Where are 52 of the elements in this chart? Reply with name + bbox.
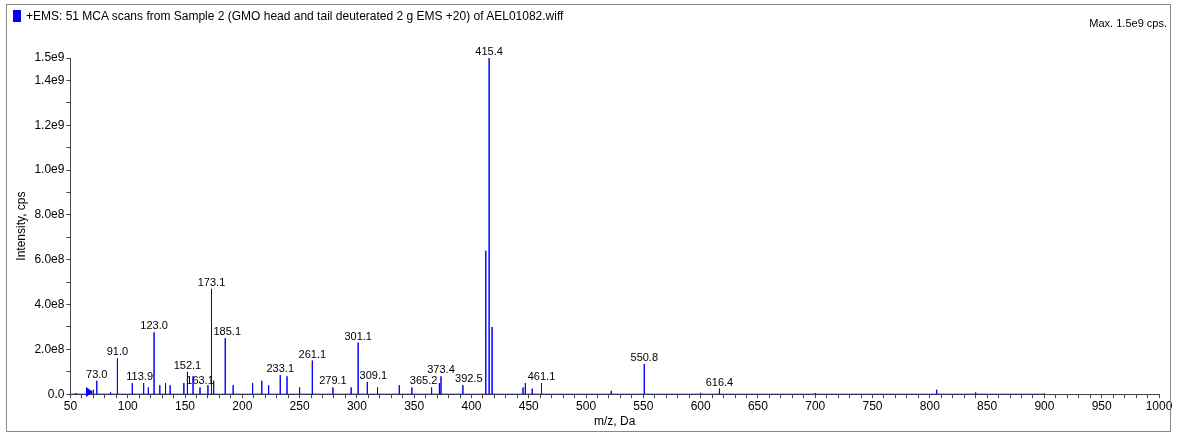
annotation: 279.1 <box>319 374 347 387</box>
y-tick-label: 1.0e9 <box>34 162 65 177</box>
chart-title: +EMS: 51 MCA scans from Sample 2 (GMO head and tail deuterated 2 g EMS +20) of AEL01082.wiff <box>26 9 564 23</box>
annotation: 233.1 <box>266 362 294 375</box>
x-tick-label: 50 <box>63 398 78 413</box>
y-tick-label: 8.0e8 <box>34 207 65 222</box>
annotation: 616.4 <box>705 375 734 388</box>
x-tick-label: 400 <box>461 398 482 413</box>
annotation: 113.9 <box>126 369 154 382</box>
y-tick-label: 0.0 <box>47 386 65 401</box>
annotation: 550.8 <box>630 350 659 363</box>
annotation: 91.0 <box>106 345 129 358</box>
x-tick-label: 200 <box>232 398 253 413</box>
x-tick-label: 750 <box>862 398 883 413</box>
x-tick-label: 650 <box>747 398 769 413</box>
x-tick-label: 150 <box>175 398 196 413</box>
annotation: 461.1 <box>527 369 556 382</box>
x-tick-label: 600 <box>690 398 711 413</box>
x-tick-label: 800 <box>919 398 941 413</box>
y-axis-title: Intensity, cps <box>13 191 28 261</box>
x-tick-label: 950 <box>1091 398 1113 413</box>
x-tick-label: 450 <box>518 398 540 413</box>
y-tick-label: 6.0e8 <box>34 252 65 267</box>
x-tick-label: 350 <box>404 398 425 413</box>
x-tick-label: 700 <box>805 398 826 413</box>
x-tick-label: 250 <box>289 398 310 413</box>
annotation: 373.4 <box>427 363 455 376</box>
x-tick-label: 900 <box>1034 398 1055 413</box>
annotation: 73.0 <box>86 367 108 380</box>
y-tick-label: 1.5e9 <box>34 50 65 65</box>
y-tick-label: 4.0e8 <box>34 296 65 311</box>
text: Max. 1.5e9 cps. <box>1089 17 1167 29</box>
y-tick-label: 1.2e9 <box>34 117 65 132</box>
annotation: 392.5 <box>455 372 483 385</box>
x-tick-label: 1000 <box>1145 398 1173 413</box>
annotation: 301.1 <box>344 329 372 342</box>
x-tick-label: 850 <box>977 398 998 413</box>
x-tick-label: 500 <box>576 398 597 413</box>
annotation: 261.1 <box>298 347 327 360</box>
annotation: 152.1 <box>173 358 202 371</box>
y-tick-label: 2.0e8 <box>34 341 65 356</box>
annotation: 123.0 <box>140 319 168 332</box>
x-axis-title: m/z, Da <box>594 414 636 429</box>
x-tick-label: 300 <box>346 398 368 413</box>
annotation: 173.1 <box>197 275 226 288</box>
annotation: 185.1 <box>213 325 241 338</box>
x-tick-label: 100 <box>117 398 139 413</box>
x-tick-label: 550 <box>633 398 654 413</box>
annotation: 309.1 <box>359 368 388 381</box>
annotation: 415.4 <box>475 45 503 57</box>
annotation: 365.2 <box>409 374 438 387</box>
y-tick-label: 1.4e9 <box>34 72 65 87</box>
